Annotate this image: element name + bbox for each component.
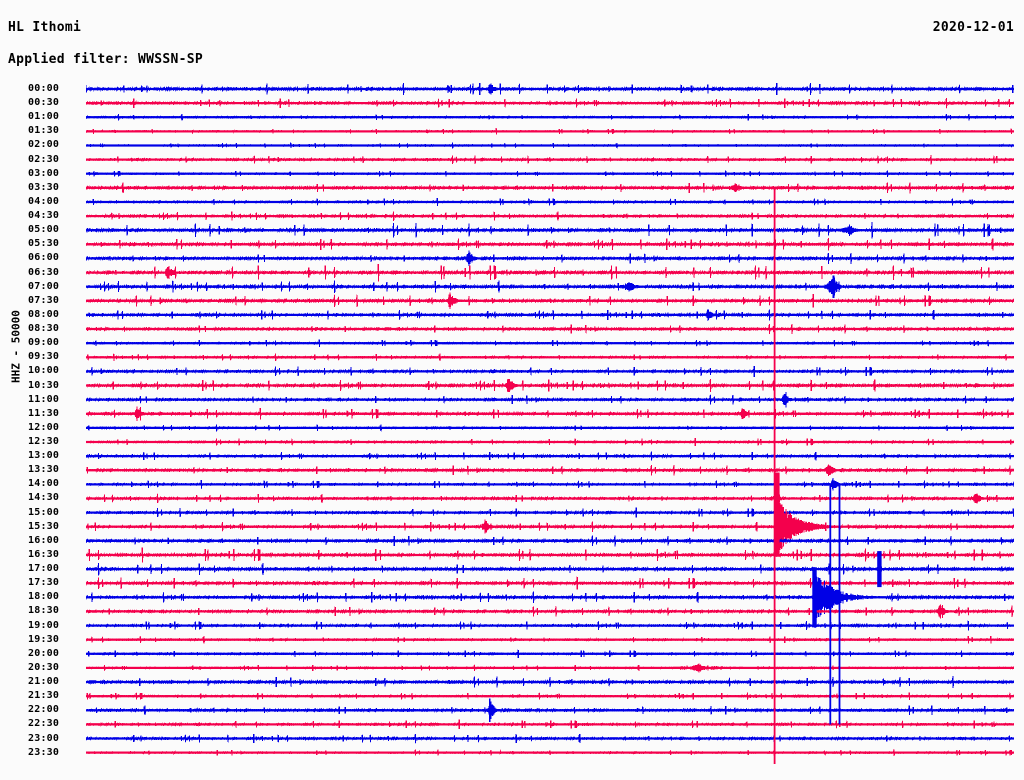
baseline-0400 — [86, 200, 1014, 204]
baseline-1000 — [86, 370, 1014, 373]
blue-time-marker-b — [838, 484, 841, 725]
baseline-1300 — [86, 455, 1014, 458]
baseline-1230 — [86, 440, 1014, 444]
baseline-1930 — [86, 638, 1014, 641]
applied-filter-label: Applied filter: WWSSN-SP — [8, 52, 204, 67]
baseline-0100 — [86, 116, 1014, 119]
clipped-spike-1700 — [877, 551, 882, 588]
baseline-2100 — [86, 680, 1014, 684]
clipped-spike-1800 — [812, 567, 817, 628]
baseline-0930 — [86, 356, 1014, 359]
baseline-0600 — [86, 257, 1014, 260]
baseline-1200 — [86, 426, 1014, 429]
baseline-1600 — [86, 539, 1014, 542]
baseline-0000 — [86, 87, 1014, 91]
baseline-1100 — [86, 398, 1014, 401]
clipped-spike-1530 — [775, 496, 780, 557]
seismogram-plot — [86, 82, 1014, 764]
red-time-marker — [773, 187, 776, 764]
baseline-2300 — [86, 737, 1014, 740]
baseline-0300 — [86, 172, 1014, 175]
baseline-1530 — [86, 525, 1014, 528]
baseline-1700 — [86, 568, 1014, 571]
baseline-1630 — [86, 553, 1014, 557]
blue-time-marker-a — [829, 484, 832, 725]
baseline-0330 — [86, 186, 1014, 189]
baseline-2000 — [86, 652, 1014, 655]
baseline-0530 — [86, 243, 1014, 246]
baseline-0500 — [86, 229, 1014, 232]
y-axis-label: HHZ - 50000 — [9, 310, 23, 383]
station-title: HL Ithomi — [8, 20, 82, 35]
baseline-0900 — [86, 342, 1014, 345]
baseline-0430 — [86, 215, 1014, 218]
baseline-1500 — [86, 511, 1014, 514]
baseline-0200 — [86, 144, 1014, 147]
baseline-1800 — [86, 596, 1014, 599]
baseline-1730 — [86, 582, 1014, 585]
baseline-1130 — [86, 412, 1014, 415]
baseline-1030 — [86, 384, 1014, 387]
baseline-2030 — [86, 666, 1014, 669]
baseline-1400 — [86, 483, 1014, 486]
baseline-0800 — [86, 313, 1014, 316]
record-date: 2020-12-01 — [932, 20, 1014, 35]
baseline-0830 — [86, 327, 1014, 331]
baseline-2330 — [86, 751, 1014, 754]
trace-canvas — [86, 82, 1014, 764]
baseline-0130 — [86, 130, 1014, 133]
baseline-0700 — [86, 285, 1014, 288]
baseline-2130 — [86, 695, 1014, 698]
baseline-0230 — [86, 158, 1014, 161]
baseline-0730 — [86, 299, 1014, 302]
baseline-1330 — [86, 469, 1014, 472]
baseline-0030 — [86, 102, 1014, 105]
baseline-2200 — [86, 709, 1014, 712]
baseline-1900 — [86, 624, 1014, 627]
baseline-1830 — [86, 610, 1014, 613]
baseline-1430 — [86, 497, 1014, 500]
baseline-0630 — [86, 271, 1014, 274]
baseline-2230 — [86, 723, 1014, 726]
